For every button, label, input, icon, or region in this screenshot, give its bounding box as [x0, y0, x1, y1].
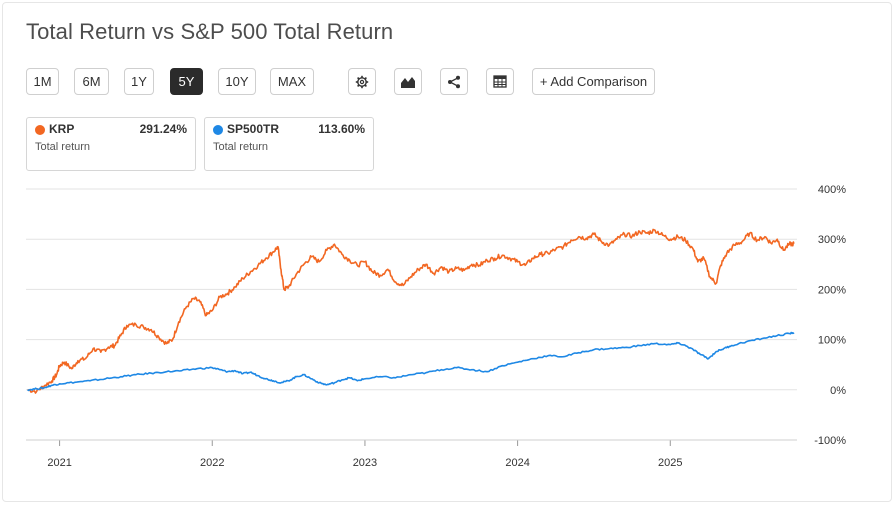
table-icon — [493, 75, 507, 88]
legend-symbol: SP500TR — [227, 122, 280, 136]
legend-value: 113.60% — [318, 122, 365, 136]
legend-symbol: KRP — [49, 122, 75, 136]
y-tick-label: 200% — [818, 284, 846, 296]
legend-value: 291.24% — [139, 122, 187, 136]
range-button-10y[interactable]: 10Y — [218, 68, 256, 95]
settings-button[interactable] — [348, 68, 376, 95]
y-tick-label: 100% — [818, 335, 846, 347]
y-tick-label: 400% — [818, 184, 846, 196]
y-tick-label: 300% — [818, 234, 846, 246]
x-tick-label: 2022 — [200, 457, 224, 469]
table-view-button[interactable] — [486, 68, 514, 95]
series-line-krp — [27, 228, 795, 394]
legend-card-krp: KRP 291.24% Total return — [26, 117, 196, 171]
chart-type-button[interactable] — [394, 68, 422, 95]
y-tick-label: -100% — [814, 435, 846, 447]
range-button-5y[interactable]: 5Y — [170, 68, 203, 95]
range-button-6m[interactable]: 6M — [74, 68, 109, 95]
legend-card-sp500tr: SP500TR 113.60% Total return — [204, 117, 374, 171]
x-tick-label: 2021 — [47, 457, 71, 469]
range-button-1y[interactable]: 1Y — [124, 68, 154, 95]
legend-dot-sp500tr — [213, 125, 223, 135]
x-tick-label: 2025 — [658, 457, 682, 469]
range-button-max[interactable]: MAX — [270, 68, 314, 95]
page-title: Total Return vs S&P 500 Total Return — [26, 19, 394, 44]
x-tick-label: 2023 — [353, 457, 377, 469]
y-tick-label: 0% — [830, 385, 846, 397]
range-button-1m[interactable]: 1M — [26, 68, 59, 95]
gear-icon — [355, 75, 369, 88]
add-comparison-button[interactable]: + Add Comparison — [532, 68, 655, 95]
series-line-sp500tr — [27, 331, 795, 392]
legend-subtitle: Total return — [35, 141, 91, 153]
legend-subtitle: Total return — [213, 141, 269, 153]
share-icon — [448, 75, 460, 88]
legend-dot-krp — [35, 125, 45, 135]
share-button[interactable] — [440, 68, 468, 95]
area-chart-icon — [401, 76, 415, 88]
x-tick-label: 2024 — [505, 457, 529, 469]
line-chart: 400% 300% 200% 100% 0% -100% 2021 2022 2023 2024 2… — [26, 184, 846, 469]
